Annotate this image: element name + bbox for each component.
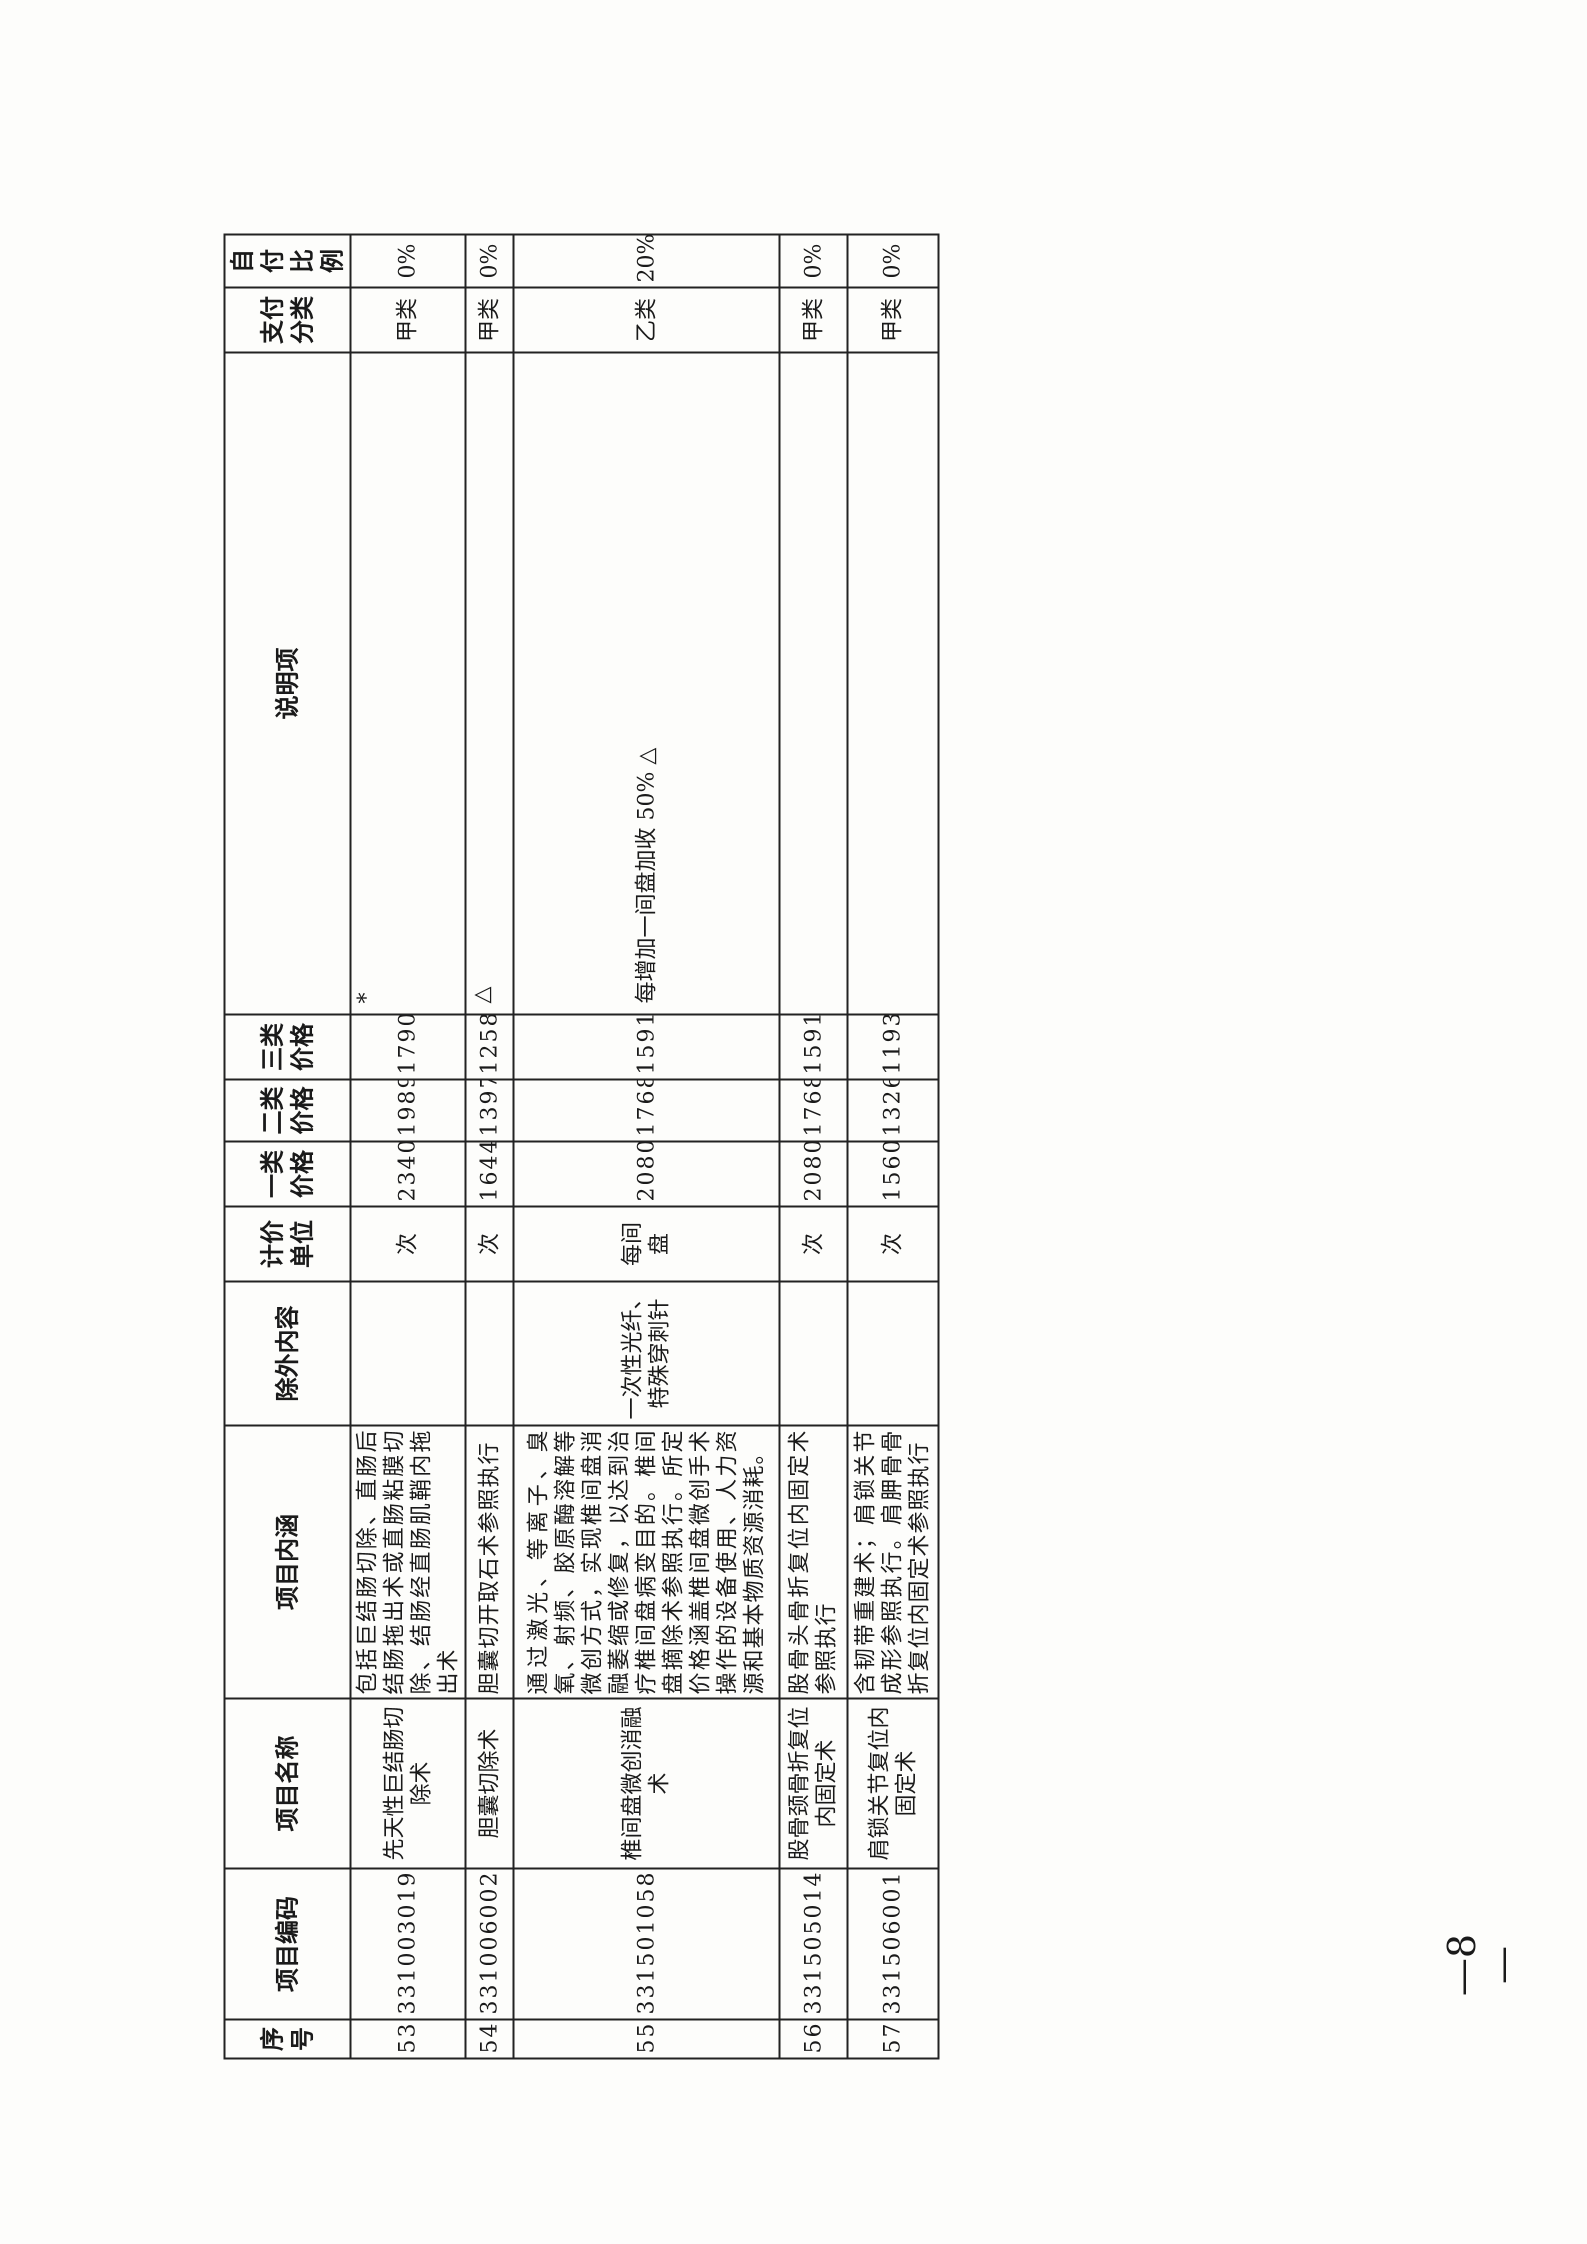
cell-p2: 1768	[513, 1079, 780, 1142]
cell-pay: 甲类	[350, 287, 466, 353]
table-row: 54 331006002 胆囊切除术 胆囊切开取石术参照执行 次 1644 1397 1258…	[465, 234, 514, 2059]
cell-name: 胆囊切除术	[465, 1698, 514, 1869]
cell-pay: 乙类	[513, 287, 780, 353]
cell-no: 56	[779, 2019, 848, 2059]
cell-name: 椎间盘微创消融术	[513, 1698, 780, 1869]
cell-p3: 1790	[350, 1014, 466, 1080]
cell-content: 通过激光、等离子、臭氧、射频、胶原酶溶解等微创方式，实现椎间盘消融萎缩或修复，以…	[513, 1425, 780, 1699]
cell-p1: 1644	[465, 1141, 514, 1207]
cell-code: 331003019	[350, 1868, 466, 2020]
header-code: 项目编码	[224, 1868, 351, 2020]
cell-name: 肩锁关节复位内固定术	[847, 1698, 939, 1869]
cell-exclude	[350, 1281, 466, 1426]
cell-code: 331501058	[513, 1868, 780, 2020]
rotated-table-container: 序号 项目编码 项目名称 项目内涵 除外内容 计价单位 一类价格 二类价格 三类…	[224, 234, 939, 2060]
cell-ratio: 0%	[779, 234, 848, 288]
table-row: 55 331501058 椎间盘微创消融术 通过激光、等离子、臭氧、射频、胶原酶溶解等…	[513, 234, 780, 2059]
cell-no: 55	[513, 2019, 780, 2059]
header-price2: 二类价格	[224, 1079, 351, 1142]
cell-note: △	[465, 352, 514, 1015]
cell-p2: 1989	[350, 1079, 466, 1142]
cell-exclude	[847, 1281, 939, 1426]
cell-p1: 2080	[779, 1141, 848, 1207]
cell-p2: 1397	[465, 1079, 514, 1142]
cell-content: 包括巨结肠切除、直肠后结肠拖出术或直肠粘膜切除、结肠经直肠肌鞘内拖出术	[350, 1425, 466, 1699]
cell-content: 胆囊切开取石术参照执行	[465, 1425, 514, 1699]
cell-code: 331506001	[847, 1868, 939, 2020]
cell-ratio: 0%	[465, 234, 514, 288]
cell-p1: 1560	[847, 1141, 939, 1207]
cell-code: 331006002	[465, 1868, 514, 2020]
cell-pay: 甲类	[847, 287, 939, 353]
cell-p2: 1326	[847, 1079, 939, 1142]
table-row: 57 331506001 肩锁关节复位内固定术 含韧带重建术；肩锁关节成形参照执行。肩…	[847, 234, 939, 2059]
cell-name: 股骨颈骨折复位内固定术	[779, 1698, 848, 1869]
header-row: 序号 项目编码 项目名称 项目内涵 除外内容 计价单位 一类价格 二类价格 三类…	[224, 234, 351, 2059]
cell-no: 53	[350, 2019, 466, 2059]
cell-exclude	[465, 1281, 514, 1426]
cell-unit: 次	[779, 1206, 848, 1282]
cell-unit: 每间盘	[513, 1206, 780, 1282]
cell-p1: 2080	[513, 1141, 780, 1207]
pricing-table: 序号 项目编码 项目名称 项目内涵 除外内容 计价单位 一类价格 二类价格 三类…	[224, 234, 940, 2060]
cell-p3: 1591	[779, 1014, 848, 1080]
cell-ratio: 0%	[847, 234, 939, 288]
cell-p3: 1258	[465, 1014, 514, 1080]
header-unit: 计价单位	[224, 1206, 351, 1282]
cell-note	[847, 352, 939, 1015]
cell-unit: 次	[350, 1206, 466, 1282]
cell-no: 54	[465, 2019, 514, 2059]
header-exclude: 除外内容	[224, 1281, 351, 1426]
cell-content: 股骨头骨折复位内固定术参照执行	[779, 1425, 848, 1699]
header-name: 项目名称	[224, 1698, 351, 1869]
cell-pay: 甲类	[465, 287, 514, 353]
table-row: 56 331505014 股骨颈骨折复位内固定术 股骨头骨折复位内固定术参照执行 次 20…	[779, 234, 848, 2059]
header-no: 序号	[224, 2019, 351, 2059]
cell-pay: 甲类	[779, 287, 848, 353]
cell-exclude: 一次性光纤、特殊穿刺针	[513, 1281, 780, 1426]
header-pay-class: 支付分类	[224, 287, 351, 353]
cell-note	[779, 352, 848, 1015]
header-self-pay-ratio: 自付比例	[224, 234, 351, 288]
cell-unit: 次	[465, 1206, 514, 1282]
cell-ratio: 20%	[513, 234, 780, 288]
cell-ratio: 0%	[350, 234, 466, 288]
cell-p1: 2340	[350, 1141, 466, 1207]
page-number: —8—	[1440, 1933, 1524, 1997]
cell-exclude	[779, 1281, 848, 1426]
header-content: 项目内涵	[224, 1425, 351, 1699]
cell-note: *	[350, 352, 466, 1015]
header-note: 说明项	[224, 352, 351, 1015]
cell-no: 57	[847, 2019, 939, 2059]
cell-p3: 1193	[847, 1014, 939, 1080]
cell-p3: 1591	[513, 1014, 780, 1080]
cell-content: 含韧带重建术；肩锁关节成形参照执行。肩胛骨骨折复位内固定术参照执行	[847, 1425, 939, 1699]
cell-unit: 次	[847, 1206, 939, 1282]
cell-p2: 1768	[779, 1079, 848, 1142]
cell-code: 331505014	[779, 1868, 848, 2020]
cell-name: 先天性巨结肠切除术	[350, 1698, 466, 1869]
table-row: 53 331003019 先天性巨结肠切除术 包括巨结肠切除、直肠后结肠拖出术或直肠粘…	[350, 234, 466, 2059]
header-price1: 一类价格	[224, 1141, 351, 1207]
cell-note: 每增加一间盘加收 50% △	[513, 352, 780, 1015]
header-price3: 三类价格	[224, 1014, 351, 1080]
